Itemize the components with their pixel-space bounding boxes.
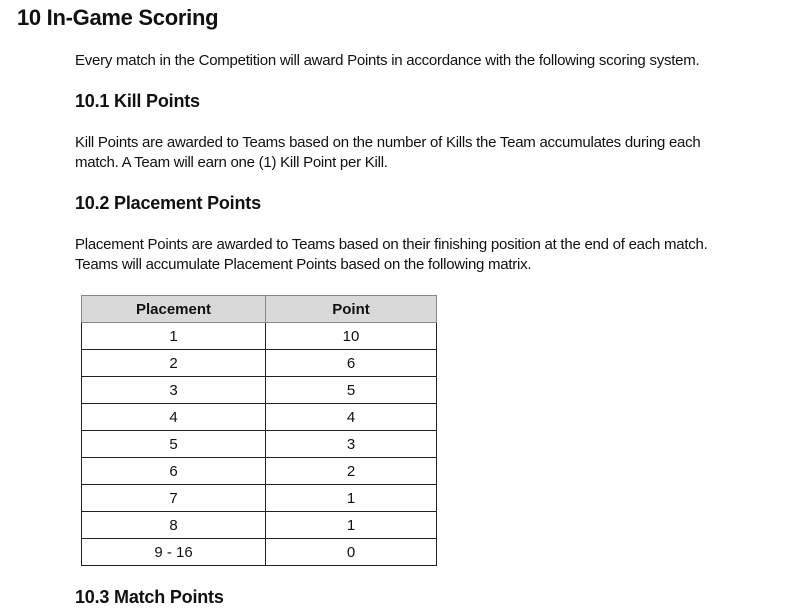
point-cell: 0	[265, 538, 437, 566]
placement-points-table: Placement Point 1 10 2 6 3 5 4 4 5 3 6 2 7 1 8 1 9 - 16 0	[81, 295, 437, 566]
header-point: Point	[265, 295, 437, 323]
placement-points-heading: 10.2 Placement Points	[75, 193, 261, 213]
point-cell: 1	[265, 484, 437, 512]
placement-cell: 2	[81, 349, 266, 377]
placement-cell: 3	[81, 376, 266, 404]
table-row: 9 - 16 0	[81, 538, 437, 566]
point-cell: 4	[265, 403, 437, 431]
header-placement: Placement	[81, 295, 266, 323]
placement-cell: 8	[81, 511, 266, 539]
point-cell: 3	[265, 430, 437, 458]
placement-cell: 7	[81, 484, 266, 512]
point-cell: 1	[265, 511, 437, 539]
placement-cell: 1	[81, 322, 266, 350]
point-cell: 6	[265, 349, 437, 377]
match-points-heading: 10.3 Match Points	[75, 587, 224, 607]
placement-cell: 9 - 16	[81, 538, 266, 566]
section-title: 10 In-Game Scoring	[17, 5, 219, 30]
kill-points-heading: 10.1 Kill Points	[75, 91, 200, 111]
kill-points-line-1: Kill Points are awarded to Teams based o…	[75, 134, 701, 151]
table-row: 1 10	[81, 322, 437, 350]
placement-cell: 6	[81, 457, 266, 485]
point-cell: 5	[265, 376, 437, 404]
point-cell: 2	[265, 457, 437, 485]
placement-points-line-2: Teams will accumulate Placement Points b…	[75, 256, 532, 273]
kill-points-line-2: match. A Team will earn one (1) Kill Poi…	[75, 154, 388, 171]
intro-text: Every match in the Competition will awar…	[75, 52, 700, 69]
table-header-row: Placement Point	[81, 295, 437, 323]
placement-points-line-1: Placement Points are awarded to Teams ba…	[75, 236, 708, 253]
placement-cell: 4	[81, 403, 266, 431]
placement-cell: 5	[81, 430, 266, 458]
point-cell: 10	[265, 322, 437, 350]
